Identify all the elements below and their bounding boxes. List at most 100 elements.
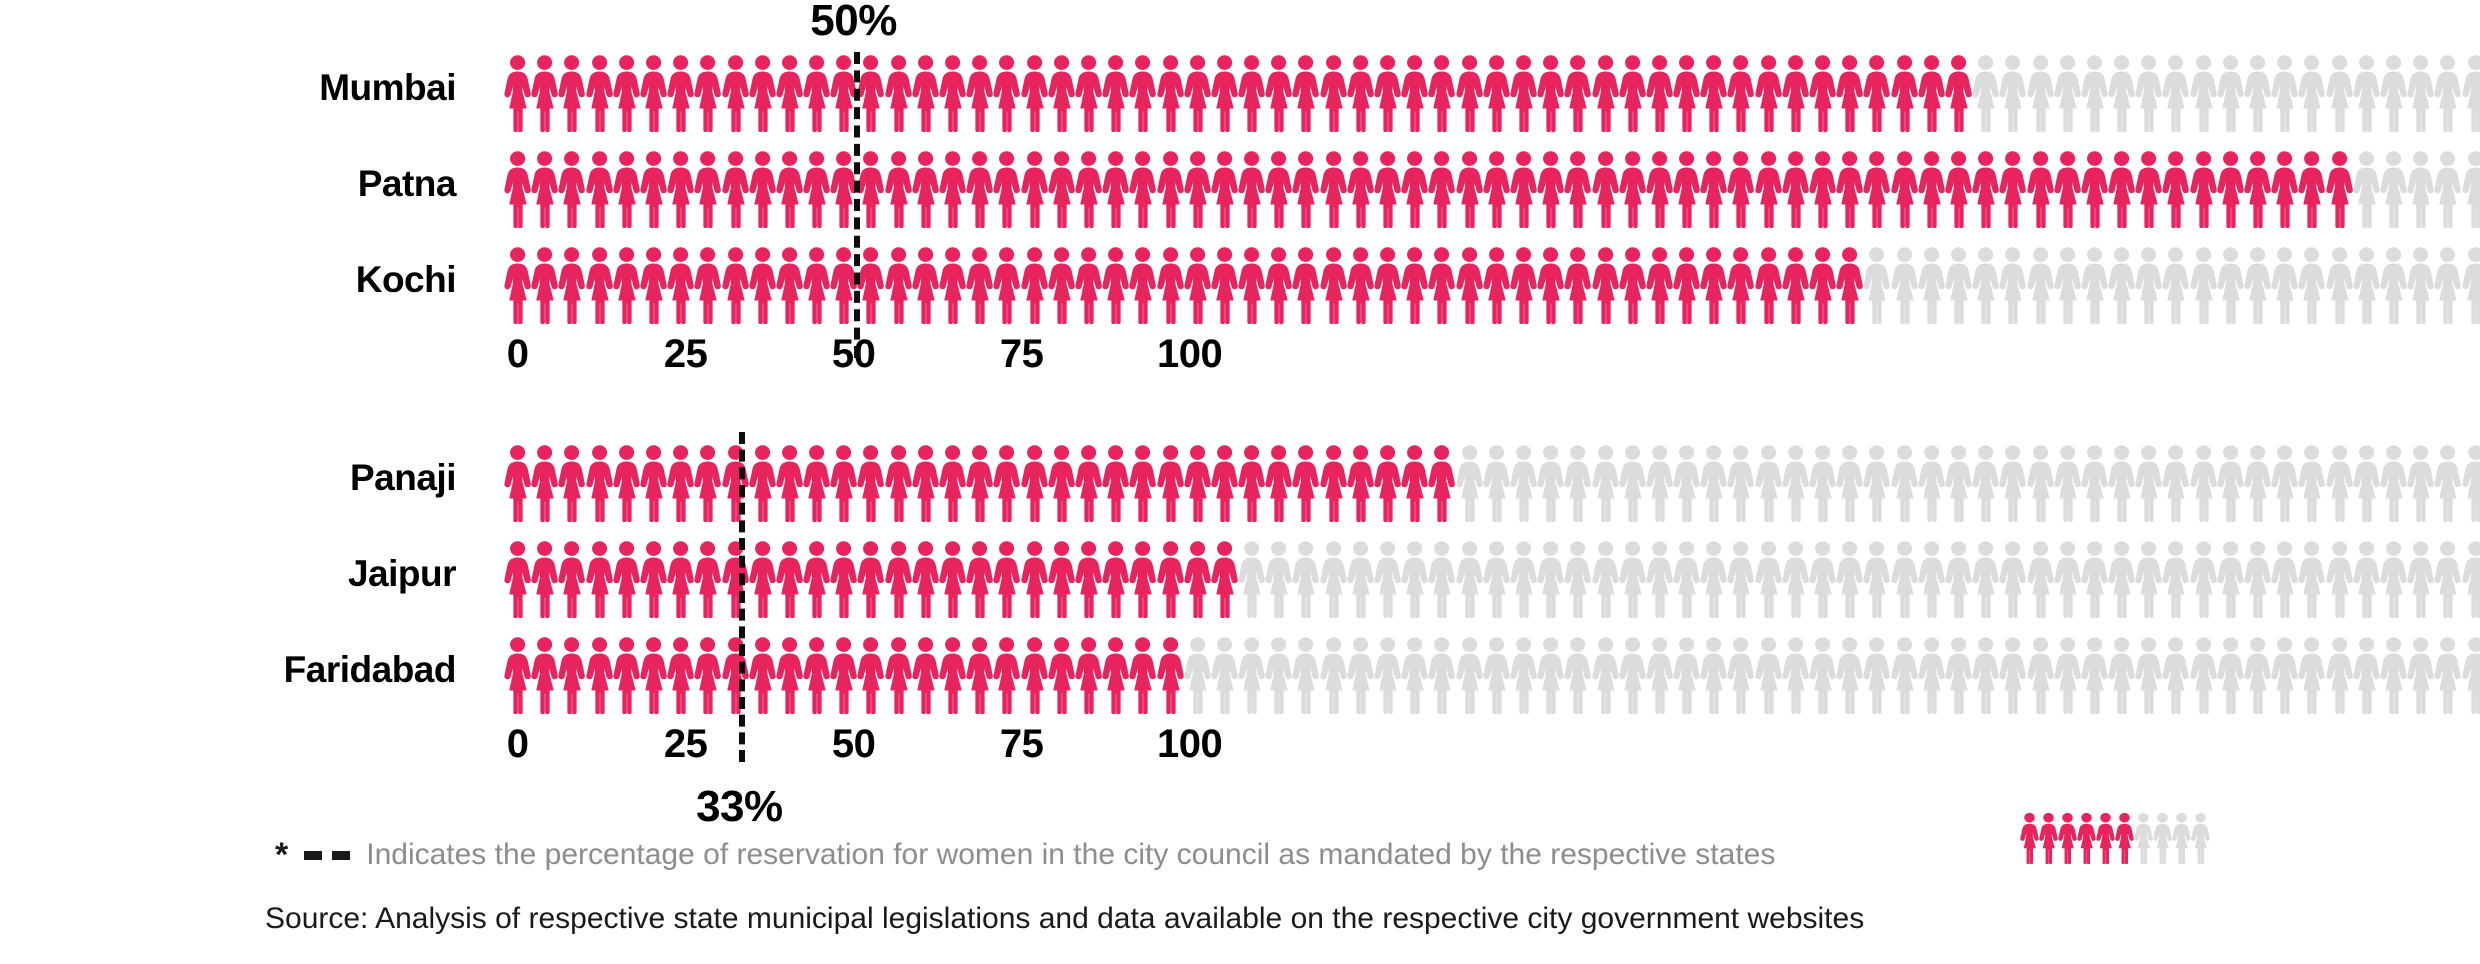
female-figure-empty-icon — [2380, 636, 2407, 714]
axis-tick-0: 0 — [506, 722, 529, 766]
female-figure-filled-icon — [2108, 150, 2135, 228]
female-figure-filled-icon — [1048, 540, 1075, 618]
female-figure-filled-icon — [1700, 246, 1728, 324]
chart-row: Kochi — [0, 232, 2480, 328]
female-figure-empty-icon — [1619, 540, 1646, 618]
female-figure-empty-icon — [2298, 54, 2326, 132]
axis-tick-25: 25 — [663, 332, 708, 376]
female-figure-empty-icon — [2353, 246, 2380, 324]
female-figure-filled-icon — [966, 54, 994, 132]
row-pictogram-mumbai — [504, 54, 2480, 136]
female-figure-filled-icon — [1102, 246, 1129, 324]
female-figure-filled-icon — [1646, 246, 1673, 324]
female-figure-filled-icon — [694, 150, 722, 228]
female-figure-filled-icon — [1483, 246, 1510, 324]
female-figure-filled-icon — [1809, 246, 1836, 324]
female-figure-filled-icon — [1347, 150, 1374, 228]
female-figure-filled-icon — [1184, 54, 1211, 132]
female-figure-empty-icon — [2162, 246, 2190, 324]
female-figure-empty-icon — [2108, 540, 2135, 618]
female-figure-empty-icon — [1945, 540, 1972, 618]
female-figure-filled-icon — [1455, 150, 1483, 228]
row-label-jaipur: Jaipur — [347, 553, 457, 594]
female-figure-filled-icon — [912, 246, 939, 324]
female-figure-filled-icon — [1184, 150, 1211, 228]
female-figure-empty-icon — [1863, 540, 1891, 618]
female-figure-empty-icon — [2162, 444, 2190, 522]
female-figure-filled-icon — [1591, 150, 1619, 228]
female-figure-filled-icon — [1537, 246, 1564, 324]
female-figure-empty-icon — [2026, 444, 2054, 522]
female-figure-empty-icon — [1836, 540, 1864, 618]
female-figure-filled-icon — [776, 444, 803, 522]
female-figure-filled-icon — [1890, 54, 1918, 132]
female-figure-empty-icon — [2162, 54, 2190, 132]
female-figure-filled-icon — [1428, 444, 1456, 522]
female-figure-empty-icon — [1863, 246, 1891, 324]
female-figure-filled-icon — [749, 636, 776, 714]
female-figure-empty-icon — [2325, 54, 2353, 132]
female-figure-empty-icon — [1727, 444, 1755, 522]
female-figure-empty-icon — [1591, 444, 1619, 522]
female-figure-filled-icon — [640, 540, 667, 618]
female-figure-filled-icon — [1727, 150, 1755, 228]
female-figure-empty-icon — [2026, 540, 2054, 618]
female-figure-empty-icon — [1401, 540, 1429, 618]
female-figure-filled-icon — [993, 636, 1021, 714]
female-figure-filled-icon — [1075, 636, 1102, 714]
panel-top-axis: 0 25 50 75 100 — [0, 332, 2480, 388]
female-figure-filled-icon — [1319, 54, 1347, 132]
female-figure-filled-icon — [1048, 54, 1075, 132]
panel-bottom-axis: 0 25 50 75 100 — [0, 722, 2480, 778]
female-figure-filled-icon — [1537, 150, 1564, 228]
female-figure-filled-icon — [1319, 246, 1347, 324]
female-figure-filled-icon — [884, 150, 912, 228]
female-figure-empty-icon — [2407, 246, 2434, 324]
female-figure-filled-icon — [1673, 150, 1700, 228]
female-figure-empty-icon — [1754, 636, 1782, 714]
female-figure-empty-icon — [1428, 636, 1456, 714]
female-figure-empty-icon — [2189, 540, 2217, 618]
female-figure-filled-icon — [1564, 54, 1592, 132]
chart-row: Patna — [0, 136, 2480, 232]
female-figure-empty-icon — [2380, 246, 2407, 324]
female-figure-filled-icon — [1048, 150, 1075, 228]
female-figure-filled-icon — [966, 246, 994, 324]
axis-tick-0: 0 — [506, 332, 529, 376]
female-figure-filled-icon — [1156, 636, 1184, 714]
female-figure-filled-icon — [1537, 54, 1564, 132]
female-figure-filled-icon — [1754, 246, 1782, 324]
female-figure-filled-icon — [1129, 540, 1157, 618]
female-figure-empty-icon — [1890, 540, 1918, 618]
female-figure-empty-icon — [1292, 540, 1320, 618]
female-figure-filled-icon — [558, 636, 586, 714]
female-figure-filled-icon — [1428, 150, 1456, 228]
female-figure-filled-icon — [1591, 54, 1619, 132]
female-figure-filled-icon — [504, 54, 531, 132]
female-figure-filled-icon — [1673, 54, 1700, 132]
female-figure-empty-icon — [2135, 246, 2163, 324]
female-figure-filled-icon — [613, 444, 640, 522]
female-figure-filled-icon — [1673, 246, 1700, 324]
row-pictogram-patna — [504, 150, 2480, 232]
female-figure-filled-icon — [1020, 150, 1048, 228]
female-figure-empty-icon — [1673, 636, 1700, 714]
female-figure-filled-icon — [2325, 150, 2353, 228]
female-figure-empty-icon — [1809, 636, 1836, 714]
female-figure-empty-icon — [1238, 636, 1265, 714]
chart-row: Panaji — [0, 430, 2480, 526]
female-figure-filled-icon — [803, 444, 830, 522]
female-figure-empty-icon — [1374, 636, 1401, 714]
legend-female-figure-filled-icon — [2096, 812, 2115, 864]
female-figure-empty-icon — [1564, 540, 1592, 618]
female-figure-empty-icon — [2108, 54, 2135, 132]
female-figure-filled-icon — [884, 540, 912, 618]
female-figure-filled-icon — [613, 636, 640, 714]
female-figure-empty-icon — [2189, 444, 2217, 522]
female-figure-filled-icon — [1129, 150, 1157, 228]
female-figure-filled-icon — [1374, 444, 1401, 522]
female-figure-filled-icon — [1727, 246, 1755, 324]
female-figure-filled-icon — [857, 246, 885, 324]
female-figure-empty-icon — [1727, 636, 1755, 714]
female-figure-filled-icon — [585, 540, 613, 618]
